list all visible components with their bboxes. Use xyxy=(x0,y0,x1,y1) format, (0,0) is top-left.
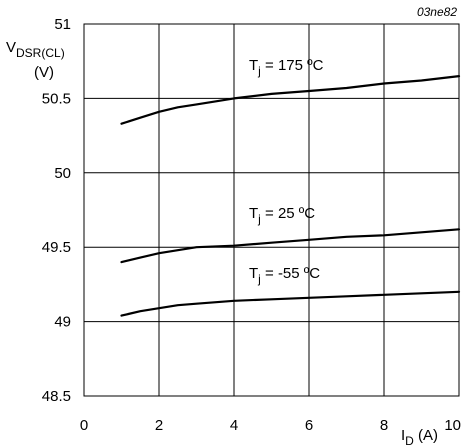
y-axis-label-main: V xyxy=(6,39,16,56)
series-label-rest: = -55 ºC xyxy=(261,265,320,282)
series-label-rest: = 175 ºC xyxy=(261,57,324,74)
y-tick-label: 49 xyxy=(54,314,71,331)
tj-175-line xyxy=(120,75,461,125)
y-tick-label: 50.5 xyxy=(42,90,71,107)
grid-lines xyxy=(84,24,459,396)
series-label-sub: j xyxy=(257,212,261,226)
x-axis-label-main: I xyxy=(401,427,405,444)
series-label-main: T xyxy=(249,57,258,74)
tj-minus55-line xyxy=(120,290,461,317)
tick-labels: 0 2 4 6 8 10 48.5 49 49.5 50 50.5 51 xyxy=(42,16,461,434)
y-tick-label: 48.5 xyxy=(42,388,71,405)
series-label-main: T xyxy=(249,265,258,282)
x-axis-label-sub: D xyxy=(405,434,414,447)
series-label-rest: = 25 ºC xyxy=(261,205,315,222)
y-tick-label: 50 xyxy=(54,165,71,182)
tj-25-line xyxy=(120,228,461,264)
y-tick-label: 49.5 xyxy=(42,239,71,256)
x-tick-label: 8 xyxy=(380,417,388,434)
series-label-sub: j xyxy=(257,272,261,286)
x-tick-label: 2 xyxy=(155,417,163,434)
series-label: Tj = 175 ºC xyxy=(249,57,324,78)
x-tick-label: 4 xyxy=(230,417,238,434)
series-label: Tj = -55 ºC xyxy=(249,265,320,286)
y-axis-label-sub: DSR(CL) xyxy=(16,46,65,60)
x-axis-label-unit: (A) xyxy=(414,427,438,444)
x-tick-label: 10 xyxy=(444,417,461,434)
y-tick-label: 51 xyxy=(54,16,71,33)
y-axis-label: VDSR(CL) xyxy=(6,39,65,60)
series-label-main: T xyxy=(249,205,258,222)
series-label: Tj = 25 ºC xyxy=(249,205,315,226)
x-tick-label: 0 xyxy=(80,417,88,434)
x-tick-label: 6 xyxy=(305,417,313,434)
figure-id: 03ne82 xyxy=(417,5,457,19)
y-axis-unit: (V) xyxy=(34,64,54,81)
x-axis-label: ID (A) xyxy=(401,427,438,447)
plot-frame xyxy=(83,23,460,397)
series-label-sub: j xyxy=(257,64,261,78)
series-lines xyxy=(120,75,461,317)
